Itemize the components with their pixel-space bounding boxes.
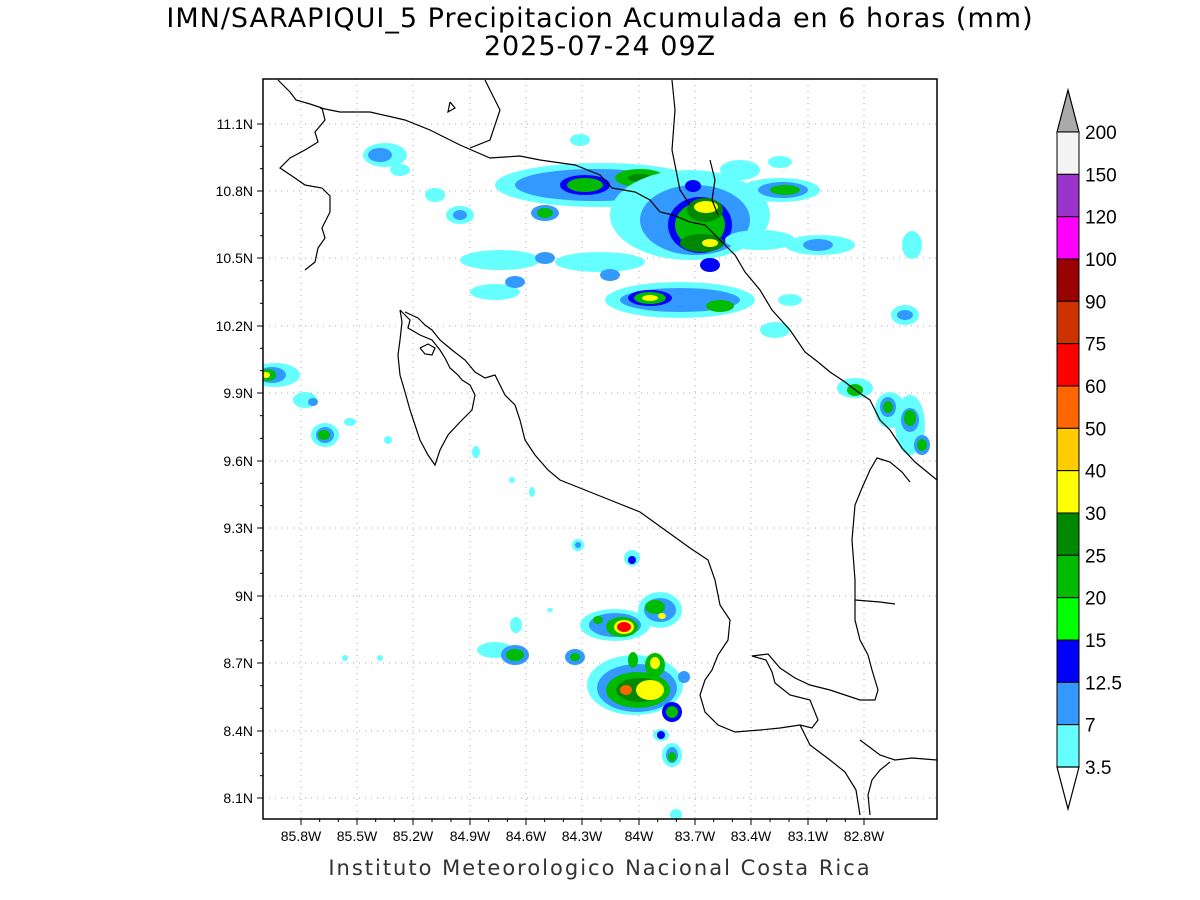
lon-tick-label: 83.4W [731, 828, 772, 844]
latitude-axis: 11.1N 10.8N 10.5N 10.2N 9.9N 9.6N 9.3N 9N 8.7N 8.… [216, 116, 253, 806]
coastlines-and-borders [277, 79, 937, 816]
colorbar-swatch [1056, 216, 1080, 260]
colorbar-label: 200 [1085, 123, 1117, 144]
lon-tick-label: 85.8W [281, 828, 322, 844]
colorbar-swatch [1056, 258, 1080, 302]
colorbar-swatch [1056, 385, 1080, 429]
lake-small [419, 343, 436, 356]
colorbar-label: 120 [1085, 208, 1117, 229]
colorbar-label: 60 [1085, 377, 1106, 398]
precip-cell-pacific-south [342, 446, 690, 819]
colorbar-top-arrow [1056, 87, 1080, 133]
osa-coast [799, 724, 861, 816]
colorbar-swatch [1056, 343, 1080, 387]
colorbar-label: 15 [1085, 631, 1106, 652]
plot-frame [262, 78, 938, 820]
colorbar-label: 150 [1085, 165, 1117, 186]
lon-tick-label: 83.1W [788, 828, 829, 844]
precip-cell-pacific-west [263, 363, 392, 447]
gulf-of-nicoya [404, 311, 911, 733]
lon-tick-label: 84W [625, 828, 655, 844]
colorbar-swatch [1056, 300, 1080, 345]
colorbar-label: 12.5 [1085, 673, 1122, 694]
colorbar-swatch [1056, 427, 1080, 472]
lake-island [447, 101, 456, 114]
colorbar-swatch [1056, 512, 1080, 556]
colorbar-label: 100 [1085, 250, 1117, 271]
colorbar-label: 90 [1085, 292, 1106, 313]
colorbar-swatch [1056, 639, 1080, 683]
north-river [469, 79, 501, 149]
lon-tick-label: 84.6W [506, 828, 547, 844]
lat-tick-label: 9.9N [223, 385, 253, 401]
colorbar-label: 75 [1085, 335, 1106, 356]
precip-cell-north-band [363, 134, 922, 338]
punta-burica [854, 599, 896, 605]
colorbar-label: 20 [1085, 589, 1106, 610]
panama-border [867, 761, 891, 816]
colorbar-label: 50 [1085, 419, 1106, 440]
nicoya-peninsula [397, 309, 476, 467]
colorbar-legend: 200 150 120 100 90 75 60 50 40 30 25 20 15 12.5 7 3.5 [1056, 87, 1122, 812]
colorbar-label: 40 [1085, 462, 1106, 483]
colorbar-swatch [1056, 597, 1080, 641]
colorbar-swatch [1056, 131, 1080, 175]
lat-tick-label: 9.6N [223, 453, 253, 469]
lat-tick-label: 10.5N [216, 250, 253, 266]
map-title: IMN/SARAPIQUI_5 Precipitacion Acumulada … [166, 3, 1034, 34]
colorbar-label: 7 [1085, 716, 1096, 737]
lon-tick-label: 82.8W [844, 828, 885, 844]
colorbar-bottom-arrow [1056, 766, 1080, 812]
lat-tick-label: 10.8N [216, 183, 253, 199]
lon-tick-label: 83.7W [675, 828, 716, 844]
colorbar-swatch [1056, 554, 1080, 599]
lat-tick-label: 9.3N [223, 520, 253, 536]
lat-tick-label: 8.1N [223, 790, 253, 806]
longitude-axis: 85.8W 85.5W 85.2W 84.9W 84.6W 84.3W 84W 83.7W 83… [281, 828, 885, 844]
precip-cell-caribbean [837, 378, 930, 455]
lake-nicaragua-shore [319, 107, 937, 481]
tortuguero-lagoon [709, 159, 719, 216]
colorbar-label: 3.5 [1085, 758, 1111, 779]
lon-tick-label: 85.5W [337, 828, 378, 844]
precipitation-field [263, 134, 930, 819]
colorbar-label: 30 [1085, 504, 1106, 525]
lat-tick-label: 11.1N [217, 116, 253, 132]
lon-tick-label: 85.2W [393, 828, 434, 844]
axis-ticks [257, 123, 865, 825]
lon-tick-label: 84.3W [562, 828, 603, 844]
lon-tick-label: 84.9W [450, 828, 491, 844]
lat-tick-label: 9N [235, 588, 253, 604]
colorbar-label: 25 [1085, 546, 1106, 567]
lat-tick-label: 10.2N [216, 318, 253, 334]
osa-peninsula [859, 739, 937, 761]
colorbar-swatch [1056, 681, 1080, 726]
footer-credit: Instituto Meteorologico Nacional Costa R… [328, 856, 872, 880]
map-datetime: 2025-07-24 09Z [483, 31, 717, 62]
east-river [671, 79, 691, 206]
colorbar-swatch [1056, 173, 1080, 218]
colorbar-swatch [1056, 470, 1080, 514]
colorbar-swatch [1056, 724, 1080, 768]
nicaragua-border-and-north-coast [277, 79, 331, 271]
lat-tick-label: 8.7N [223, 655, 253, 671]
lat-tick-label: 8.4N [223, 723, 253, 739]
